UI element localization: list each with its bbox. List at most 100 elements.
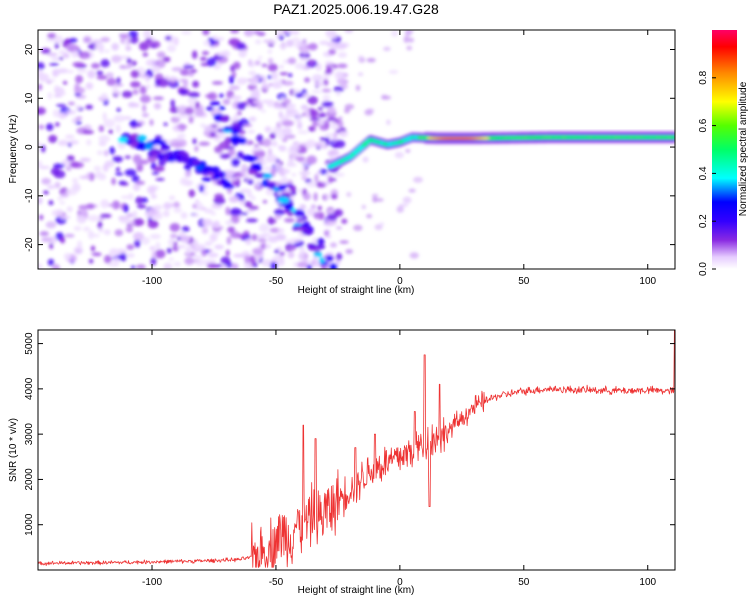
noise-cell xyxy=(76,215,87,224)
noise-cell xyxy=(180,133,186,139)
noise-cell xyxy=(254,60,261,66)
noise-cell xyxy=(129,220,135,226)
noise-cell xyxy=(333,172,345,177)
noise-cell xyxy=(261,77,267,85)
snr-ylabel: SNR (10 * v/v) xyxy=(8,418,19,482)
noise-cell xyxy=(321,88,331,93)
ridge-cell xyxy=(201,166,214,172)
noise-cell xyxy=(375,198,384,202)
noise-cell xyxy=(169,223,181,232)
ridge-cell xyxy=(180,156,191,163)
snr-axes: -100 -50 0 50 100 1000 2000 3000 4000 5000 xyxy=(24,330,675,588)
noise-cell xyxy=(240,212,249,216)
noise-cell xyxy=(67,101,76,106)
noise-cell xyxy=(129,81,141,88)
noise-cell xyxy=(260,109,267,113)
noise-cell xyxy=(38,214,44,221)
noise-cell xyxy=(381,95,392,100)
noise-cell xyxy=(38,142,42,147)
noise-cell xyxy=(309,117,321,121)
noise-cell xyxy=(226,236,232,245)
noise-cell xyxy=(181,226,190,232)
noise-cell xyxy=(98,125,105,133)
noise-cell xyxy=(333,86,345,93)
noise-cell xyxy=(119,65,127,70)
noise-cell xyxy=(163,210,170,217)
noise-cell xyxy=(60,193,69,198)
noise-cell xyxy=(147,219,159,229)
noise-cell xyxy=(119,217,131,224)
noise-cell xyxy=(38,160,43,169)
noise-cell xyxy=(247,179,254,185)
noise-cell xyxy=(309,109,319,118)
ridge-cell xyxy=(262,173,273,179)
noise-cell xyxy=(115,124,121,133)
noise-cell xyxy=(236,111,242,116)
noise-cell xyxy=(261,84,271,90)
noise-cell xyxy=(226,177,238,181)
noise-cell xyxy=(274,249,280,254)
noise-cell xyxy=(107,262,120,267)
noise-cell xyxy=(327,106,337,115)
noise-cell xyxy=(213,220,220,230)
snr-xlabel: Height of straight line (km) xyxy=(298,585,415,596)
noise-cell xyxy=(333,131,338,139)
noise-cell xyxy=(306,264,313,269)
noise-cell xyxy=(386,119,391,125)
ridge-cell xyxy=(150,149,157,157)
noise-cell xyxy=(345,249,353,254)
noise-cell xyxy=(256,134,264,143)
figure-title: PAZ1.2025.006.19.47.G28 xyxy=(273,1,439,17)
noise-cell xyxy=(236,42,246,51)
noise-cell xyxy=(65,110,77,115)
noise-cell xyxy=(92,234,100,238)
noise-cell xyxy=(142,52,149,57)
noise-cell xyxy=(93,165,102,172)
noise-cell xyxy=(170,99,175,108)
noise-cell xyxy=(82,129,94,135)
noise-cell xyxy=(141,112,150,118)
noise-cell xyxy=(66,206,73,213)
noise-cell xyxy=(181,30,192,35)
y-tick-label: 20 xyxy=(24,44,35,56)
noise-cell xyxy=(132,210,138,219)
noise-cell xyxy=(127,101,136,108)
noise-cell xyxy=(59,56,64,61)
noise-cell xyxy=(252,100,262,105)
noise-cell xyxy=(130,70,140,79)
noise-cell xyxy=(173,241,178,246)
noise-cell xyxy=(225,220,234,226)
colorbar-gradient xyxy=(712,30,737,269)
noise-cell xyxy=(47,258,55,266)
noise-cell xyxy=(236,77,247,85)
noise-cell xyxy=(114,229,124,237)
noise-cell xyxy=(178,89,189,95)
noise-cell xyxy=(199,184,205,193)
noise-cell xyxy=(60,236,66,244)
noise-cell xyxy=(405,30,414,35)
noise-cell xyxy=(325,193,330,200)
noise-cell xyxy=(267,235,279,243)
noise-cell xyxy=(135,180,146,186)
noise-cell xyxy=(406,45,413,51)
noise-cell xyxy=(292,141,300,145)
noise-cell xyxy=(191,213,200,217)
noise-cell xyxy=(282,168,291,174)
noise-cell xyxy=(407,37,415,43)
noise-cell xyxy=(174,201,180,208)
noise-cell xyxy=(115,91,121,96)
noise-cell xyxy=(163,202,172,210)
noise-cell xyxy=(99,44,104,54)
noise-cell xyxy=(394,151,404,159)
noise-cell xyxy=(246,191,253,199)
noise-cell xyxy=(279,72,289,76)
noise-cell xyxy=(137,159,150,165)
noise-cell xyxy=(262,138,272,147)
noise-cell xyxy=(383,46,391,52)
noise-cell xyxy=(312,237,319,245)
noise-cell xyxy=(299,246,306,254)
noise-cell xyxy=(154,249,166,259)
noise-cell xyxy=(125,45,132,52)
noise-cell xyxy=(335,90,341,97)
noise-cell xyxy=(289,30,300,35)
